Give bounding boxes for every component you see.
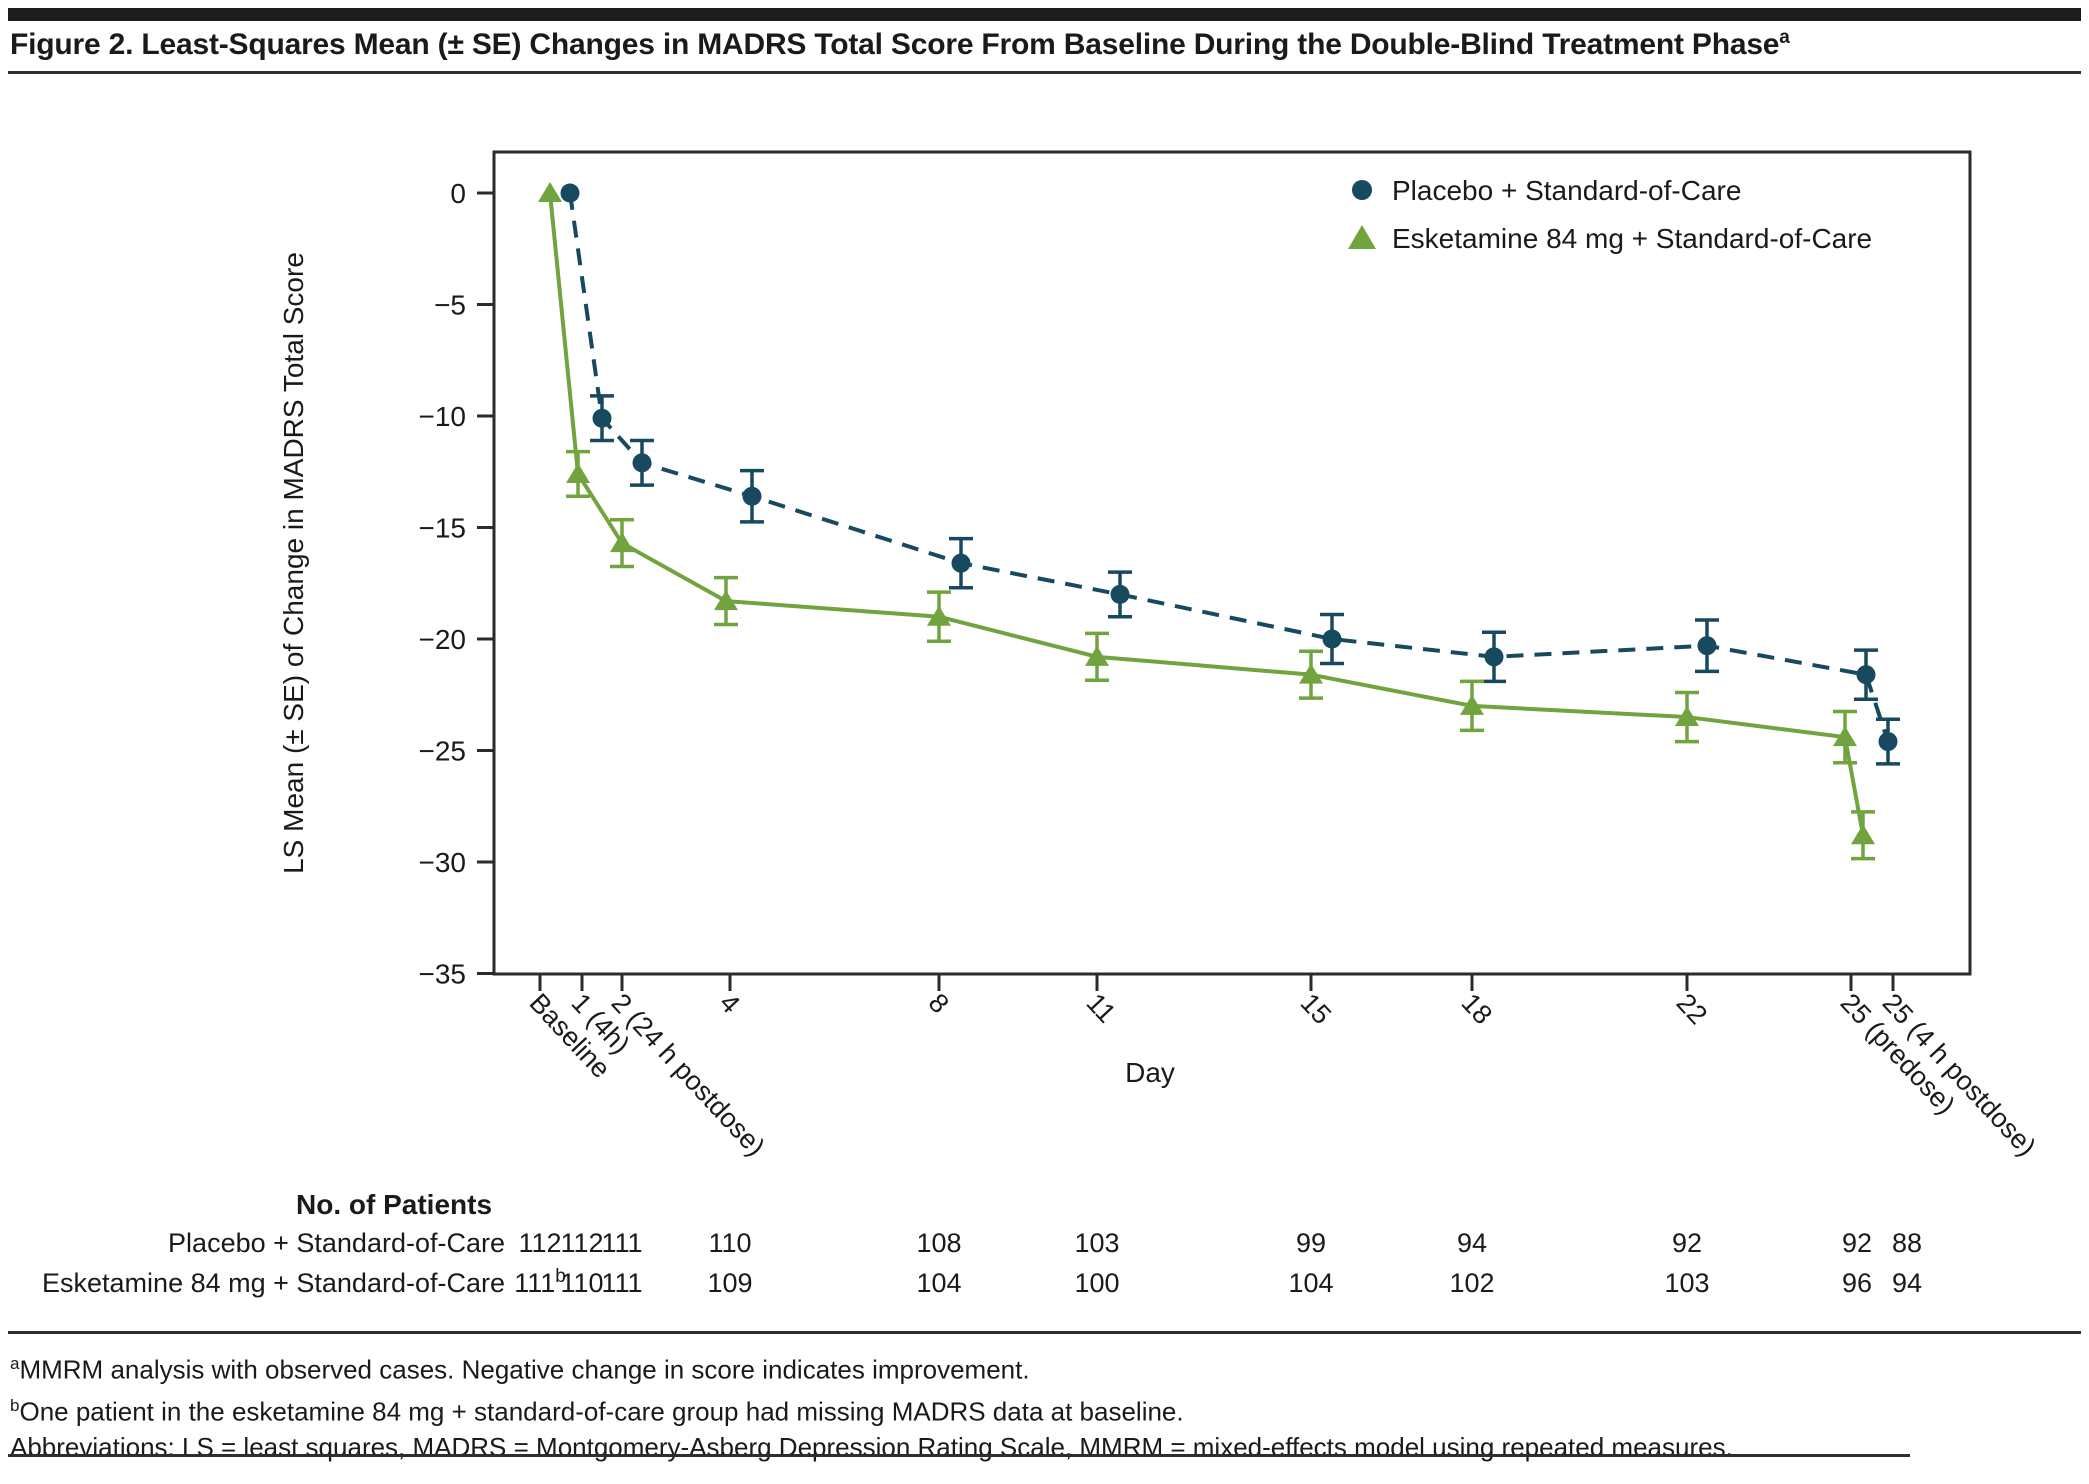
series-line — [568, 192, 1890, 743]
figure-title: Figure 2. Least-Squares Mean (± SE) Chan… — [10, 27, 2080, 62]
patients-count: 102 — [1449, 1268, 1494, 1298]
x-tick-label: 15 — [1295, 988, 1337, 1030]
placebo-marker — [1484, 647, 1504, 667]
legend-esketamine-marker-icon — [1348, 225, 1376, 249]
patients-count: 111b — [514, 1266, 566, 1298]
placebo-marker — [560, 183, 580, 203]
legend-placebo-marker-icon — [1352, 180, 1372, 200]
patients-row-label: Placebo + Standard-of-Care — [168, 1228, 505, 1258]
y-tick-label: −30 — [419, 847, 467, 878]
patients-count: 92 — [1842, 1228, 1872, 1258]
y-tick-label: −5 — [434, 290, 466, 321]
figure-title-superscript: a — [1779, 27, 1790, 48]
series-placebo — [560, 183, 1900, 766]
footnotes: aMMRM analysis with observed cases. Nega… — [10, 1346, 2070, 1465]
footnote-a-marker: a — [10, 1354, 20, 1373]
patients-count: 100 — [1074, 1268, 1119, 1298]
footnote-abbreviations-text: Abbreviations: LS = least squares, MADRS… — [10, 1432, 1733, 1463]
figure-title-text: Figure 2. Least-Squares Mean (± SE) Chan… — [10, 28, 1780, 61]
footnote-a: aMMRM analysis with observed cases. Nega… — [10, 1346, 2070, 1388]
y-tick-label: −25 — [419, 736, 467, 767]
esketamine-marker — [1299, 663, 1323, 684]
title-rule — [8, 71, 2081, 74]
x-tick-label: 2 (24 h postdose) — [606, 988, 771, 1162]
patients-row-label: Esketamine 84 mg + Standard-of-Care — [42, 1268, 505, 1298]
x-tick-label: 11 — [1081, 988, 1122, 1029]
esketamine-marker — [1851, 824, 1875, 845]
bottom-rule — [8, 1454, 1910, 1457]
patients-count: 110 — [560, 1268, 603, 1298]
placebo-marker — [1110, 584, 1130, 604]
legend-placebo-label: Placebo + Standard-of-Care — [1392, 175, 1741, 206]
esketamine-marker — [1085, 645, 1109, 666]
patients-count: 109 — [707, 1268, 752, 1298]
y-tick-label: −15 — [419, 513, 467, 544]
patients-count: 103 — [1074, 1228, 1119, 1258]
footnote-b-marker: b — [10, 1395, 20, 1415]
footnote-b-text: One patient in the esketamine 84 mg + st… — [19, 1396, 1184, 1427]
legend: Placebo + Standard-of-Care Esketamine 84 … — [1348, 175, 1872, 254]
patients-count: 103 — [1664, 1268, 1709, 1298]
y-tick-label: −10 — [419, 401, 467, 432]
placebo-marker — [1322, 629, 1342, 649]
placebo-marker — [1878, 732, 1898, 752]
top-rule — [8, 8, 2081, 21]
placebo-marker — [742, 486, 762, 506]
patients-count: 111 — [601, 1228, 642, 1258]
placebo-marker — [951, 553, 971, 573]
esketamine-marker — [927, 605, 951, 626]
x-tick-label: 8 — [923, 988, 955, 1019]
x-tick-label: 22 — [1671, 988, 1713, 1030]
placebo-marker — [1697, 636, 1717, 656]
patients-table: No. of Patients Placebo + Standard-of-Car… — [42, 1189, 1922, 1298]
patients-count: 112 — [560, 1228, 603, 1258]
y-tick-label: −20 — [419, 624, 467, 655]
y-axis-title: LS Mean (± SE) of Change in MADRS Total … — [278, 252, 309, 874]
x-tick-label: 4 — [714, 988, 746, 1019]
esketamine-marker — [1460, 694, 1484, 715]
patients-count: 88 — [1892, 1228, 1922, 1258]
y-tick-label: −35 — [419, 959, 467, 990]
patients-count: 92 — [1672, 1228, 1702, 1258]
patients-count: 111 — [601, 1268, 642, 1298]
x-tick-label: 18 — [1456, 988, 1498, 1030]
placebo-marker — [592, 408, 612, 428]
patients-table-header: No. of Patients — [296, 1189, 492, 1220]
patients-count: 96 — [1842, 1268, 1872, 1298]
x-axis-title: Day — [1125, 1057, 1175, 1088]
esketamine-marker — [538, 182, 562, 202]
esketamine-marker — [1675, 706, 1699, 727]
footnote-b: bOne patient in the esketamine 84 mg + s… — [10, 1388, 2070, 1430]
patients-count: 112 — [518, 1228, 561, 1258]
series-line — [548, 192, 1865, 836]
legend-esketamine-label: Esketamine 84 mg + Standard-of-Care — [1392, 223, 1872, 254]
y-tick-label: 0 — [450, 178, 466, 209]
footnote-a-text: MMRM analysis with observed cases. Negat… — [19, 1354, 1030, 1385]
patients-count: 99 — [1296, 1228, 1326, 1258]
esketamine-marker — [1833, 726, 1857, 747]
footnote-abbreviations: Abbreviations: LS = least squares, MADRS… — [10, 1429, 2070, 1465]
esketamine-marker — [714, 590, 738, 611]
esketamine-marker — [566, 462, 590, 483]
patients-count: 110 — [708, 1228, 751, 1258]
patients-count: 104 — [916, 1268, 961, 1298]
patients-count: 94 — [1892, 1268, 1922, 1298]
patients-count: 108 — [916, 1228, 961, 1258]
patients-count: 94 — [1457, 1228, 1487, 1258]
table-bottom-rule — [8, 1331, 2081, 1334]
patients-count: 104 — [1288, 1268, 1333, 1298]
plot-frame — [492, 150, 1972, 976]
esketamine-marker — [610, 532, 634, 553]
series-esketamine — [538, 182, 1875, 861]
placebo-marker — [1856, 665, 1876, 685]
placebo-marker — [632, 453, 652, 473]
